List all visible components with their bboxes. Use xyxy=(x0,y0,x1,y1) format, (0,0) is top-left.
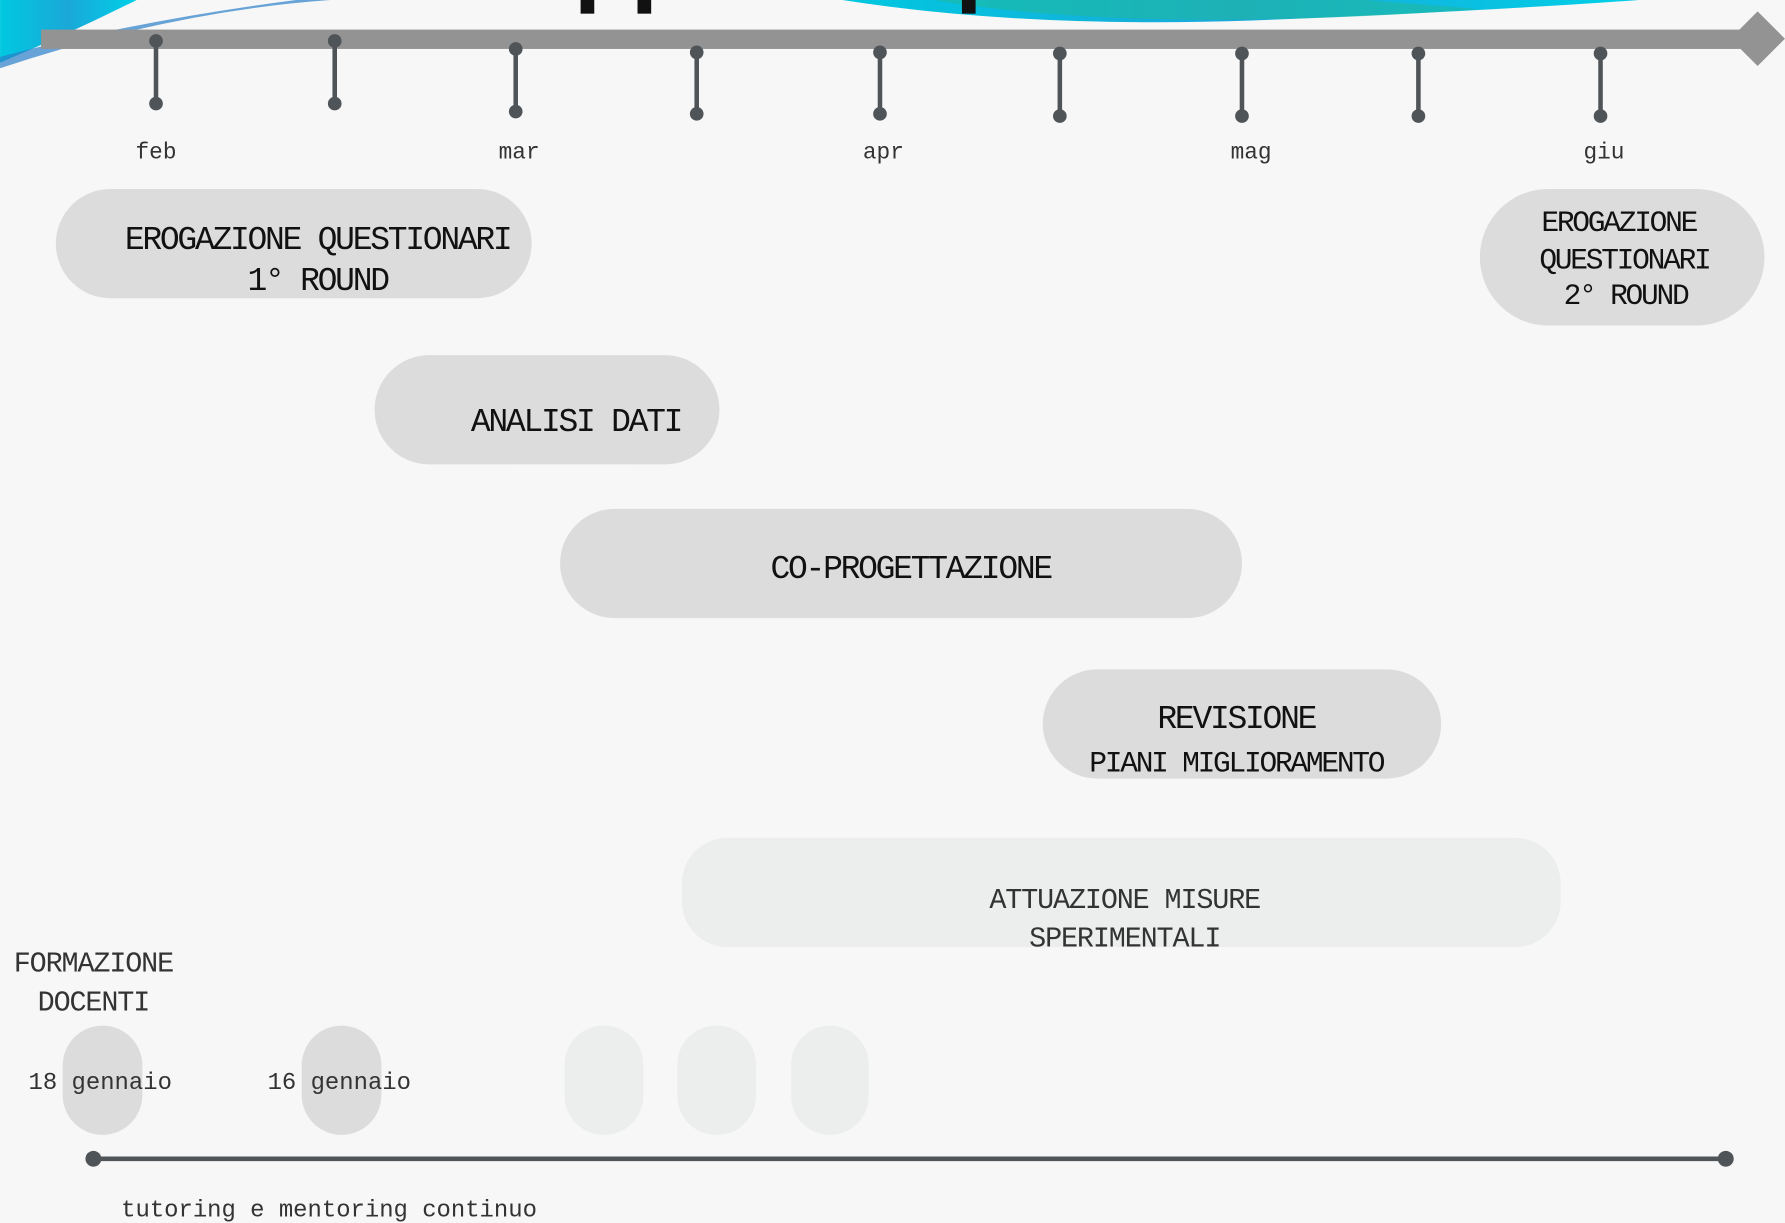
activity-label: QUESTIONARI xyxy=(1539,243,1709,277)
activity-label: SPERIMENTALI xyxy=(1029,923,1220,956)
activity-pill xyxy=(1042,669,1442,779)
top-axis xyxy=(41,11,1785,67)
session-pill xyxy=(62,1025,143,1135)
training-label: FORMAZIONE xyxy=(14,948,173,981)
month-label: feb xyxy=(136,140,177,166)
activity-label: EROGAZIONE xyxy=(1541,206,1697,240)
footer-label: tutoring e mentoring continuo xyxy=(121,1197,537,1223)
month-label: mar xyxy=(499,140,540,166)
activity-pill xyxy=(560,508,1242,619)
session-pill xyxy=(677,1025,756,1135)
activity-pill xyxy=(681,837,1561,948)
session-pill xyxy=(564,1025,644,1135)
activity-pill xyxy=(374,355,720,465)
activity-label: 1° ROUND xyxy=(248,263,390,300)
training-label: DOCENTI xyxy=(38,986,150,1019)
month-label: apr xyxy=(863,140,904,166)
session-date: 16 gennaio xyxy=(268,1070,411,1097)
month-label: giu xyxy=(1583,140,1624,166)
session-pill xyxy=(301,1025,382,1135)
activity-pill xyxy=(1479,188,1765,326)
activity-label: ANALISI DATI xyxy=(471,404,681,441)
activity-label: REVISIONE xyxy=(1157,701,1316,738)
activity-label: ATTUAZIONE MISURE xyxy=(989,884,1260,917)
pins xyxy=(149,34,1608,123)
header-decoration xyxy=(0,0,1640,69)
session-pill xyxy=(791,1025,869,1135)
activity-label: PIANI MIGLIORAMENTO xyxy=(1089,747,1385,781)
activity-label: EROGAZIONE QUESTIONARI xyxy=(125,222,511,259)
activity-label: CO-PROGETTAZIONE xyxy=(770,551,1052,588)
session-date: 18 gennaio xyxy=(29,1070,172,1097)
bottom-axis xyxy=(85,1150,1734,1167)
month-label: mag xyxy=(1231,140,1272,166)
activity-label: 2° ROUND xyxy=(1564,279,1689,313)
activity-pill xyxy=(55,188,532,299)
